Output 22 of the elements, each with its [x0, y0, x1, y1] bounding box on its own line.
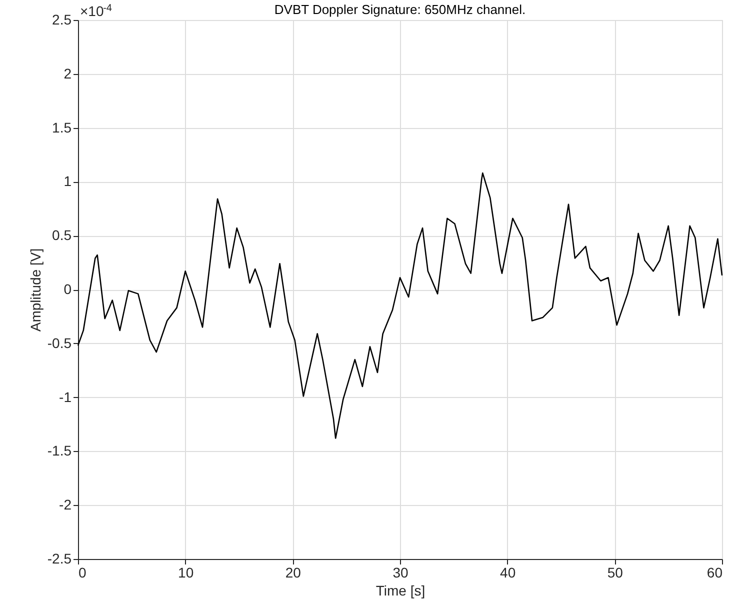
- y-tick-label: 1.5: [52, 119, 72, 136]
- y-tick-label: -2: [59, 496, 72, 513]
- x-tick-label: 0: [78, 564, 86, 580]
- y-axis-title: Amplitude [V]: [27, 248, 44, 332]
- y-tick-label: 1: [64, 173, 72, 190]
- x-tick-label: 10: [178, 564, 194, 580]
- y-tick-label: -1.5: [47, 442, 72, 459]
- x-tick-label: 40: [500, 564, 516, 580]
- y-tick-label: -1: [59, 388, 72, 405]
- chart-title: DVBT Doppler Signature: 650MHz channel.: [274, 2, 526, 17]
- y-tick-label: 0.5: [52, 227, 72, 244]
- y-tick-label: 2.5: [52, 12, 72, 28]
- y-tick-label: 0: [64, 281, 72, 297]
- x-axis-title: Time [s]: [376, 582, 426, 598]
- x-tick-label: 20: [285, 564, 302, 580]
- x-tick-label: 50: [607, 564, 624, 580]
- line-series: [77, 172, 723, 439]
- x-tick-label: 30: [392, 564, 408, 580]
- y-tick-label: 2: [64, 65, 72, 82]
- x-tick-label: 60: [706, 564, 723, 580]
- y-tick-label: -2.5: [47, 550, 72, 566]
- y-tick-label: -0.5: [47, 334, 72, 351]
